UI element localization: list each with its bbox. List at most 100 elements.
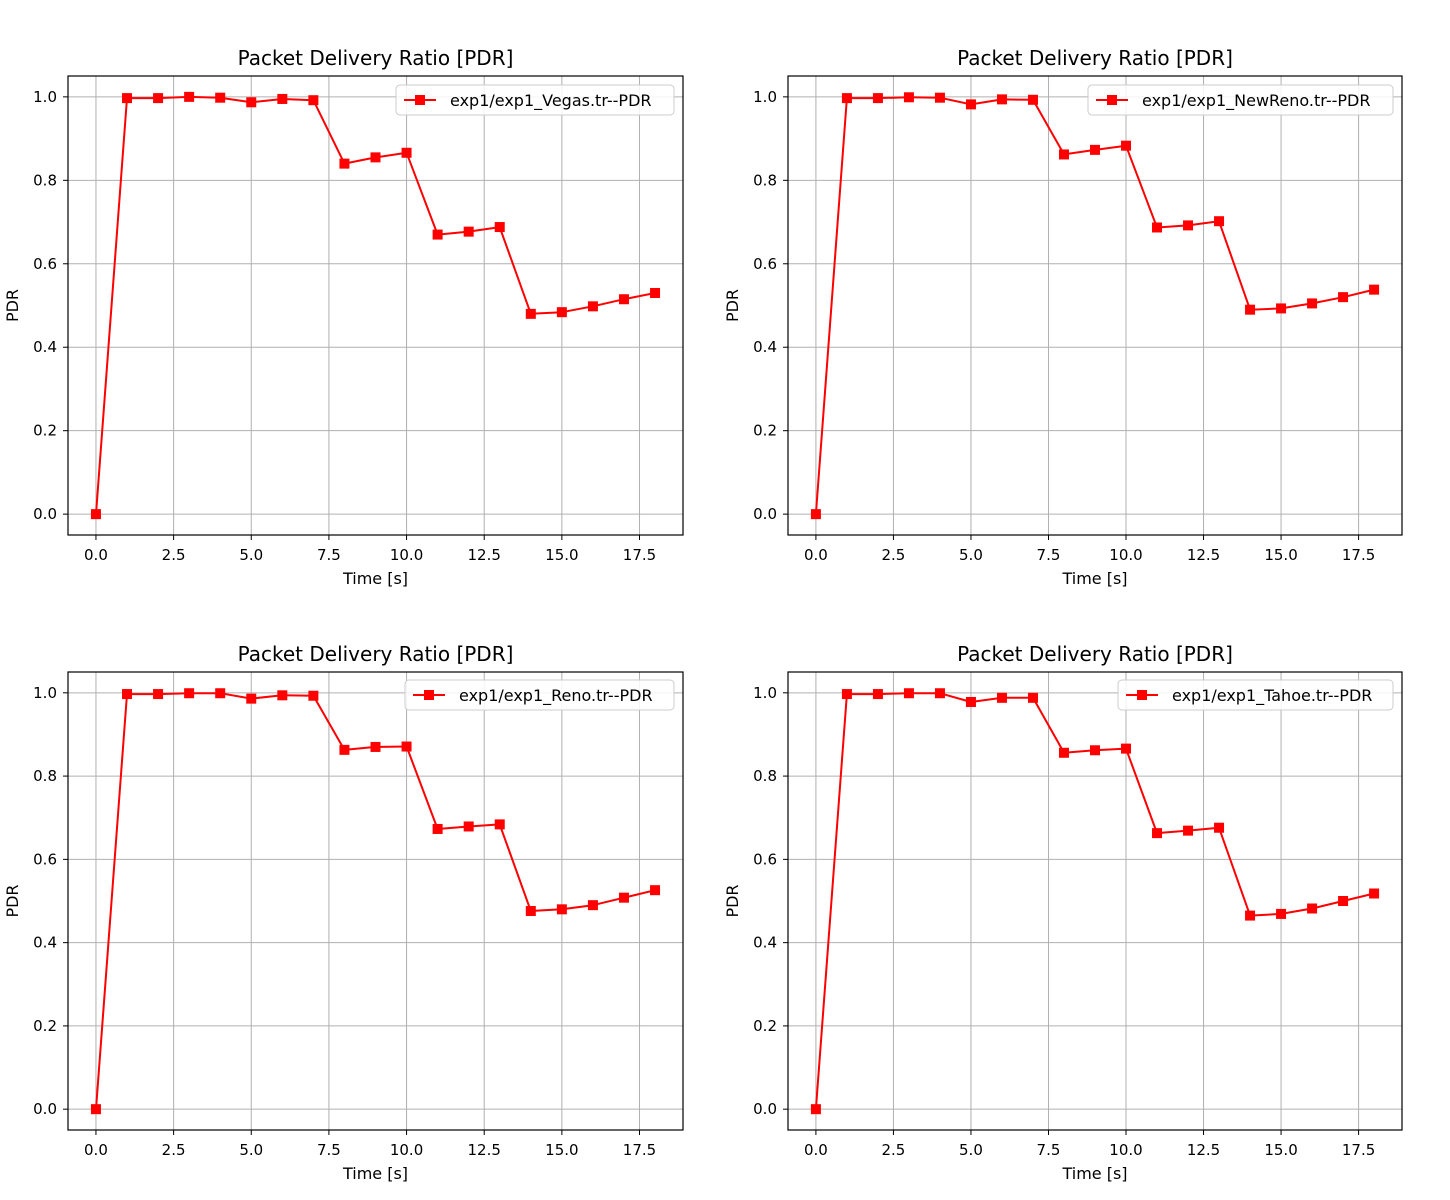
x-tick-label: 0.0 [84, 546, 108, 564]
data-point-marker [370, 152, 381, 163]
data-point-marker [903, 688, 914, 699]
data-point-marker [1121, 743, 1132, 754]
y-tick-label: 0.0 [753, 505, 777, 523]
data-point-marker [872, 93, 883, 104]
x-tick-label: 5.0 [959, 546, 983, 564]
x-tick-label: 0.0 [804, 1141, 828, 1159]
x-tick-label: 12.5 [468, 1141, 501, 1159]
data-point-marker [1121, 140, 1132, 151]
y-tick-label: 0.0 [33, 505, 57, 523]
legend-marker-swatch [415, 95, 425, 105]
x-tick-label: 17.5 [623, 1141, 656, 1159]
data-point-marker [1183, 825, 1194, 836]
data-point-marker [246, 97, 257, 108]
x-tick-label: 12.5 [1187, 1141, 1220, 1159]
plot-frame [787, 671, 1403, 1131]
x-tick-label: 7.5 [317, 1141, 341, 1159]
x-tick-label: 7.5 [1037, 546, 1061, 564]
series-line [95, 692, 656, 1110]
data-point-marker [934, 688, 945, 699]
data-point-marker [934, 92, 945, 103]
chart-title: Packet Delivery Ratio [PDR] [238, 642, 514, 666]
y-axis-label: PDR [723, 289, 742, 322]
data-point-marker [122, 689, 133, 700]
chart-panel-3: 0.0 2.5 5.0 7.5 10.0 12.5 15.0 17.5 0.0 0.2 0.4 0.6… [3, 642, 684, 1183]
x-tick-label: 5.0 [239, 1141, 263, 1159]
data-point-marker [1027, 94, 1038, 105]
x-tick-label: 10.0 [1109, 1141, 1142, 1159]
x-tick-label: 0.0 [84, 1141, 108, 1159]
data-point-marker [1214, 216, 1225, 227]
data-point-marker [1369, 888, 1380, 899]
data-point-marker [90, 1104, 101, 1115]
y-tick-label: 0.8 [753, 171, 777, 189]
y-tick-label: 0.2 [33, 422, 57, 440]
data-point-marker [153, 93, 164, 104]
data-point-marker [401, 147, 412, 158]
data-point-marker [525, 905, 536, 916]
data-point-marker [277, 93, 288, 104]
data-point-marker [810, 509, 821, 520]
data-point-marker [153, 689, 164, 700]
data-point-marker [872, 689, 883, 700]
x-tick-label: 15.0 [545, 1141, 578, 1159]
data-point-marker [556, 904, 567, 915]
plot-frame [67, 671, 684, 1131]
chart-panel-4: 0.0 2.5 5.0 7.5 10.0 12.5 15.0 17.5 0.0 0.2 0.4 0.6… [723, 642, 1403, 1183]
data-point-marker [339, 744, 350, 755]
y-tick-label: 0.0 [33, 1100, 57, 1118]
data-point-marker [1214, 822, 1225, 833]
legend-marker-swatch [1137, 690, 1147, 700]
data-point-marker [965, 696, 976, 707]
x-axis-label: Time [s] [342, 569, 408, 588]
chart-title: Packet Delivery Ratio [PDR] [238, 46, 514, 70]
y-tick-label: 0.0 [753, 1100, 777, 1118]
data-point-marker [965, 99, 976, 110]
plot-frame [67, 75, 684, 536]
y-tick-label: 1.0 [33, 684, 57, 702]
legend-label: exp1/exp1_Reno.tr--PDR [459, 686, 653, 706]
data-point-marker [246, 693, 257, 704]
legend-box [1117, 679, 1394, 711]
x-tick-label: 7.5 [317, 546, 341, 564]
data-point-marker [1369, 284, 1380, 295]
x-axis-label: Time [s] [1061, 1164, 1127, 1183]
data-point-marker [370, 741, 381, 752]
x-tick-label: 5.0 [959, 1141, 983, 1159]
data-point-marker [1338, 292, 1349, 303]
data-point-marker [308, 690, 319, 701]
y-tick-label: 0.6 [33, 850, 57, 868]
data-point-marker [1245, 304, 1256, 315]
x-tick-label: 17.5 [1342, 546, 1375, 564]
data-point-marker [432, 823, 443, 834]
x-axis-label: Time [s] [342, 1164, 408, 1183]
chart-panel-2: 0.0 2.5 5.0 7.5 10.0 12.5 15.0 17.5 0.0 0.2 0.4 0.6… [723, 46, 1403, 588]
x-tick-label: 2.5 [162, 1141, 186, 1159]
legend-label: exp1/exp1_NewReno.tr--PDR [1142, 91, 1370, 111]
data-point-marker [401, 741, 412, 752]
data-point-marker [184, 91, 195, 102]
y-tick-label: 0.4 [33, 338, 57, 356]
data-point-marker [432, 229, 443, 240]
legend: exp1/exp1_Tahoe.tr--PDR [1117, 679, 1394, 711]
data-point-marker [1276, 303, 1287, 314]
data-point-marker [215, 92, 226, 103]
y-tick-label: 0.4 [753, 934, 777, 952]
data-point-marker [463, 821, 474, 832]
data-point-marker [650, 287, 661, 298]
data-point-marker [1090, 144, 1100, 155]
x-tick-label: 15.0 [1264, 1141, 1297, 1159]
data-point-marker [339, 158, 350, 169]
x-tick-label: 15.0 [1264, 546, 1297, 564]
data-point-marker [903, 92, 914, 103]
x-tick-label: 2.5 [882, 1141, 906, 1159]
data-point-marker [1307, 298, 1318, 309]
data-point-marker [996, 692, 1007, 703]
data-point-marker [1183, 220, 1194, 231]
data-point-marker [122, 93, 133, 104]
data-point-marker [308, 95, 319, 106]
y-tick-label: 0.8 [753, 767, 777, 785]
chart-title: Packet Delivery Ratio [PDR] [957, 642, 1233, 666]
x-tick-label: 17.5 [623, 546, 656, 564]
